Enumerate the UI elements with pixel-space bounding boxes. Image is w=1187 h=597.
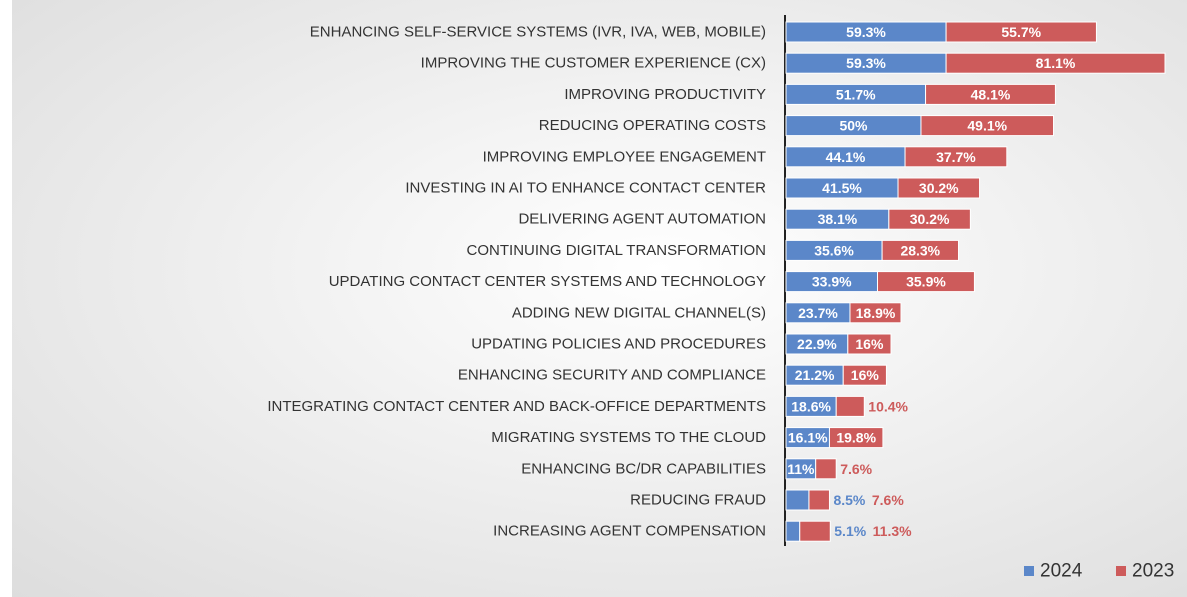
- value-label: 22.9%: [797, 336, 837, 352]
- bar-segment: [945, 52, 1166, 74]
- value-label: 16%: [855, 336, 884, 352]
- category-label: ENHANCING SELF-SERVICE SYSTEMS (IVR, IVA…: [310, 24, 766, 41]
- category-label: INCREASING AGENT COMPENSATION: [493, 523, 766, 540]
- category-label: REDUCING OPERATING COSTS: [539, 117, 766, 134]
- bar-segment: [828, 427, 884, 449]
- bar-segment: [945, 21, 1097, 43]
- category-label: UPDATING POLICIES AND PROCEDURES: [471, 336, 766, 353]
- category-label: REDUCING FRAUD: [630, 492, 766, 509]
- bar-segment: [904, 146, 1008, 168]
- value-label: 49.1%: [967, 118, 1007, 134]
- bar-segment: [920, 115, 1055, 137]
- value-label: 10.4%: [868, 398, 908, 414]
- category-label: CONTINUING DIGITAL TRANSFORMATION: [467, 242, 766, 259]
- value-label: 44.1%: [826, 149, 866, 165]
- value-label: 28.3%: [900, 242, 940, 258]
- bar-segment: [881, 239, 959, 261]
- legend-label: 2023: [1132, 561, 1174, 582]
- bar-segment: [785, 520, 801, 542]
- value-label: 7.6%: [840, 461, 872, 477]
- category-label: UPDATING CONTACT CENTER SYSTEMS AND TECH…: [329, 273, 766, 290]
- bar-segment: [835, 395, 865, 417]
- value-label: 33.9%: [812, 274, 852, 290]
- bar-segment: [847, 333, 892, 355]
- value-label: 48.1%: [971, 86, 1011, 102]
- value-label: 16%: [851, 367, 880, 383]
- value-label: 11%: [787, 461, 815, 477]
- category-label: DELIVERING AGENT AUTOMATION: [518, 211, 766, 228]
- bar-segment: [877, 271, 975, 293]
- value-label: 55.7%: [1001, 24, 1041, 40]
- value-label: 5.1%: [834, 523, 866, 539]
- value-label: 18.6%: [791, 398, 831, 414]
- legend-swatch: [1024, 566, 1034, 576]
- legend-swatch: [1116, 566, 1126, 576]
- bar-segment: [888, 208, 971, 230]
- value-label: 51.7%: [836, 86, 876, 102]
- value-label: 59.3%: [846, 24, 886, 40]
- value-label: 18.9%: [856, 305, 896, 321]
- bar-segment: [849, 302, 902, 324]
- bar-segment: [785, 489, 810, 511]
- value-label: 35.9%: [906, 274, 946, 290]
- value-label: 11.3%: [873, 523, 912, 539]
- value-label: 23.7%: [798, 305, 838, 321]
- value-label: 30.2%: [919, 180, 959, 196]
- category-label: ENHANCING BC/DR CAPABILITIES: [521, 460, 766, 477]
- category-label: ENHANCING SECURITY AND COMPLIANCE: [458, 367, 766, 384]
- bar-segment: [799, 520, 831, 542]
- value-label: 16.1%: [788, 430, 828, 446]
- value-label: 41.5%: [822, 180, 862, 196]
- value-label: 8.5%: [833, 492, 865, 508]
- value-label: 35.6%: [814, 242, 854, 258]
- value-label: 21.2%: [795, 367, 835, 383]
- value-label: 7.6%: [872, 492, 904, 508]
- bar-segment: [815, 458, 837, 480]
- value-label: 81.1%: [1036, 55, 1076, 71]
- category-label: MIGRATING SYSTEMS TO THE CLOUD: [491, 429, 766, 446]
- bar-segment: [925, 83, 1056, 105]
- category-label: INVESTING IN AI TO ENHANCE CONTACT CENTE…: [405, 180, 766, 197]
- category-label: INTEGRATING CONTACT CENTER AND BACK-OFFI…: [267, 398, 766, 415]
- legend-label: 2024: [1040, 561, 1083, 582]
- category-label: IMPROVING THE CUSTOMER EXPERIENCE (CX): [421, 55, 766, 72]
- bar-segment: [808, 489, 830, 511]
- category-label: IMPROVING EMPLOYEE ENGAGEMENT: [483, 148, 766, 165]
- category-label: IMPROVING PRODUCTIVITY: [564, 86, 766, 103]
- bar-segment: [842, 364, 887, 386]
- value-label: 19.8%: [836, 430, 876, 446]
- category-label: ADDING NEW DIGITAL CHANNEL(S): [512, 304, 766, 321]
- value-label: 50%: [839, 118, 868, 134]
- value-label: 59.3%: [846, 55, 886, 71]
- bar-segment: [897, 177, 981, 199]
- value-label: 30.2%: [910, 211, 950, 227]
- value-label: 38.1%: [818, 211, 858, 227]
- value-label: 37.7%: [936, 149, 976, 165]
